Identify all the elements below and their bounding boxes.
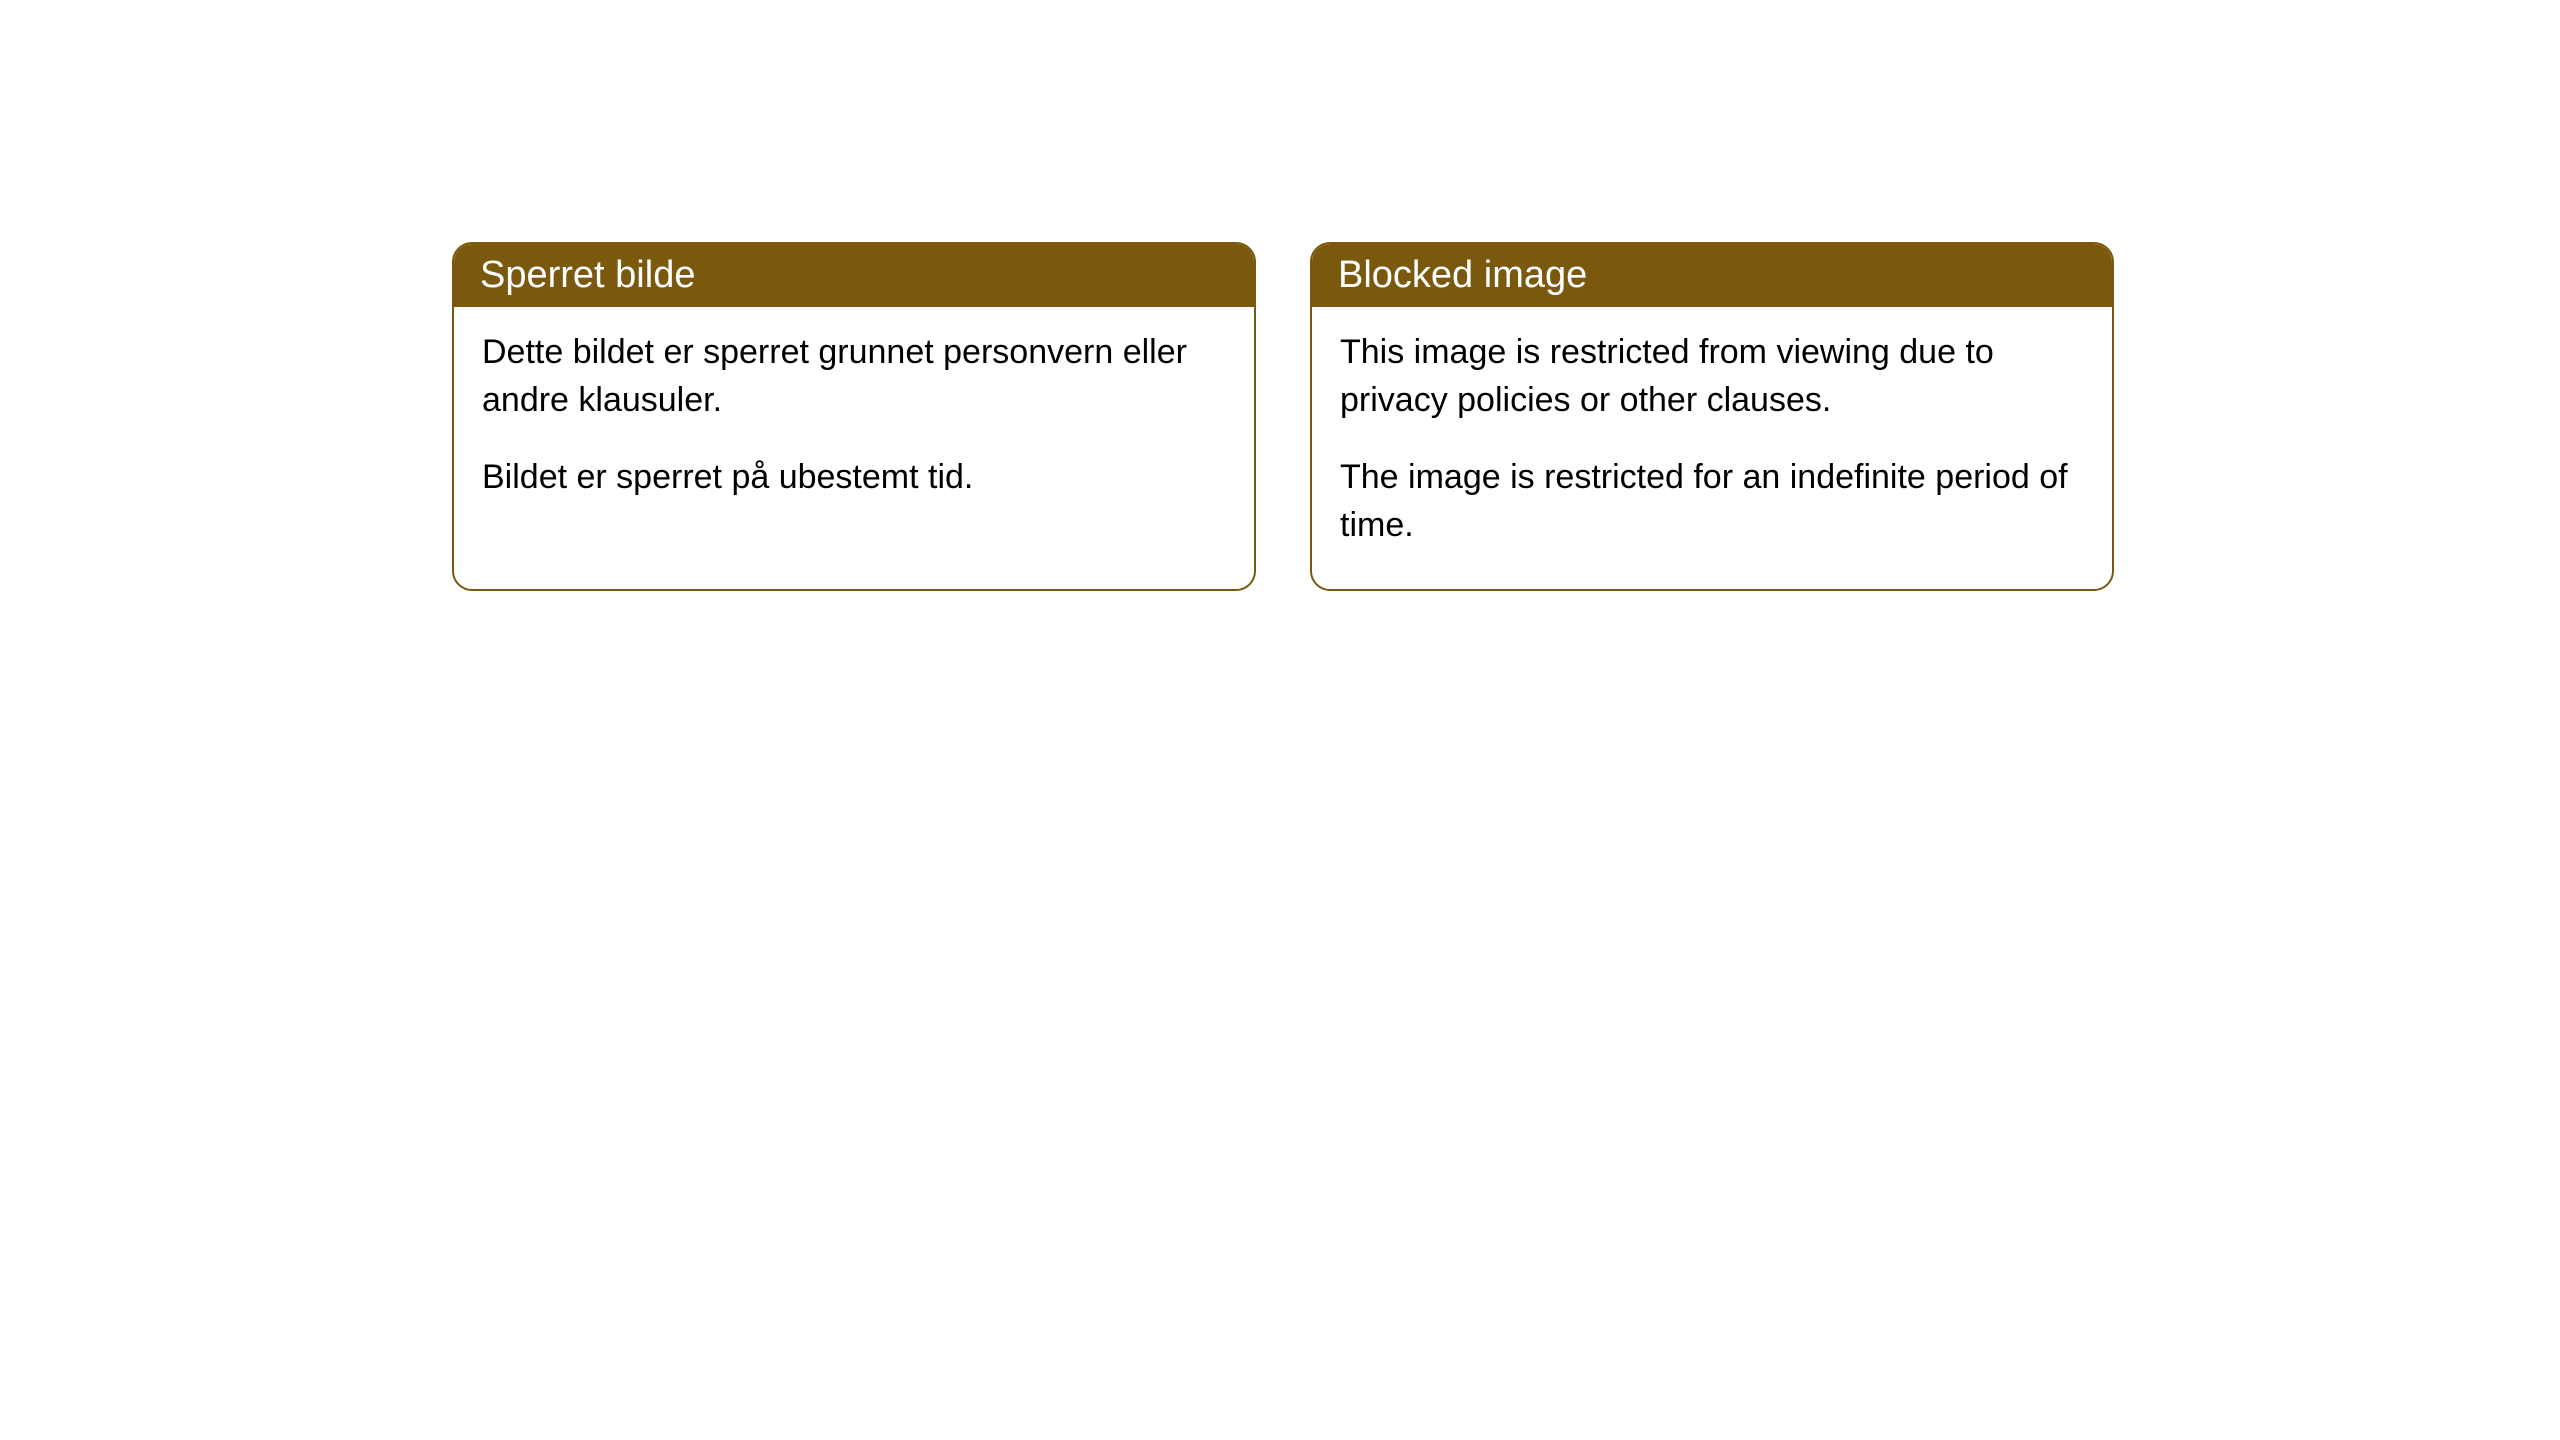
notice-header-english: Blocked image [1312, 244, 2112, 307]
notice-paragraph: This image is restricted from viewing du… [1340, 329, 2084, 424]
notice-body-english: This image is restricted from viewing du… [1312, 307, 2112, 589]
notice-container: Sperret bilde Dette bildet er sperret gr… [0, 0, 2560, 591]
notice-paragraph: The image is restricted for an indefinit… [1340, 454, 2084, 549]
notice-body-norwegian: Dette bildet er sperret grunnet personve… [454, 307, 1254, 542]
notice-paragraph: Bildet er sperret på ubestemt tid. [482, 454, 1226, 502]
notice-header-norwegian: Sperret bilde [454, 244, 1254, 307]
notice-box-english: Blocked image This image is restricted f… [1310, 242, 2114, 591]
notice-box-norwegian: Sperret bilde Dette bildet er sperret gr… [452, 242, 1256, 591]
notice-paragraph: Dette bildet er sperret grunnet personve… [482, 329, 1226, 424]
